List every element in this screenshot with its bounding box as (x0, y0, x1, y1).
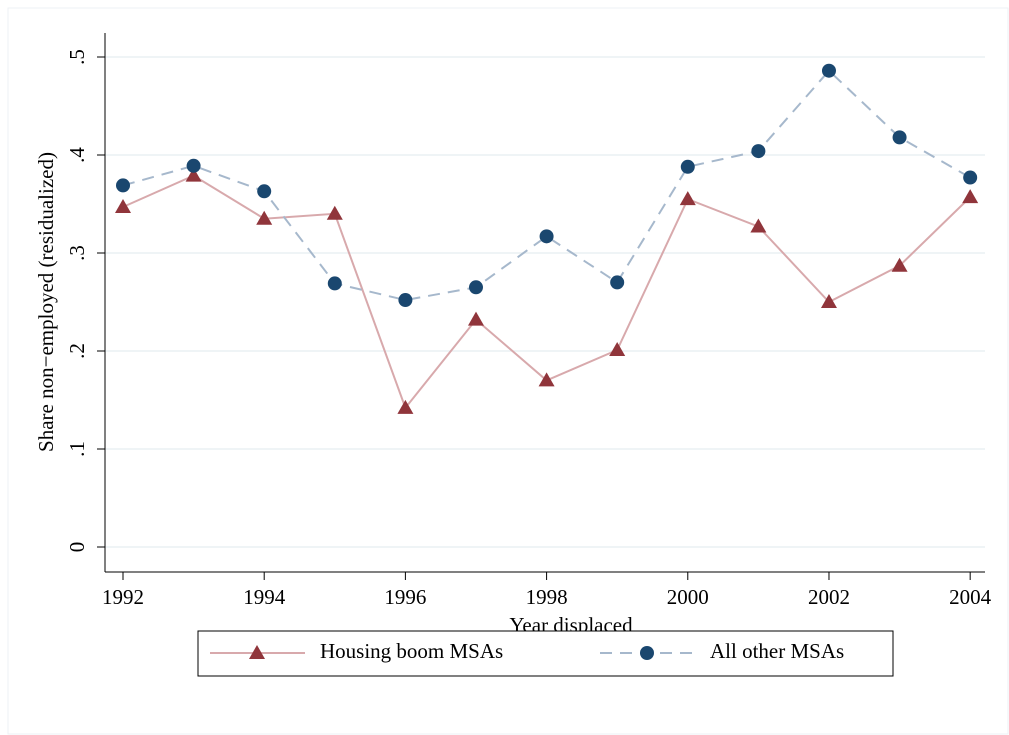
data-point (609, 342, 626, 357)
data-point (326, 205, 343, 220)
legend-label: Housing boom MSAs (320, 639, 503, 663)
y-tick-label: .1 (65, 441, 89, 457)
data-point (891, 257, 908, 272)
legend-label: All other MSAs (710, 639, 844, 663)
data-point (467, 311, 484, 326)
data-point (186, 158, 201, 173)
data-point (820, 294, 837, 309)
chart-background (7, 7, 1009, 735)
y-tick-label: .4 (65, 147, 89, 163)
legend-box (197, 630, 894, 677)
data-point (397, 399, 414, 414)
data-point (115, 198, 132, 213)
y-axis-title: Share non−employed (residualized) (34, 152, 58, 452)
x-tick-label: 2002 (808, 585, 850, 609)
data-point (327, 276, 342, 291)
data-point (538, 372, 555, 387)
data-point (751, 144, 766, 159)
data-point (610, 275, 625, 290)
legend-marker (640, 646, 654, 660)
legend-marker (249, 645, 265, 659)
data-point (680, 159, 695, 174)
data-point (116, 178, 131, 193)
data-point (679, 191, 696, 206)
data-point (398, 293, 413, 308)
data-point (185, 167, 202, 182)
data-point (963, 170, 978, 185)
y-tick-label: .2 (65, 343, 89, 359)
data-point (892, 130, 907, 145)
x-tick-label: 1996 (384, 585, 426, 609)
data-point (257, 184, 272, 199)
x-tick-label: 2000 (667, 585, 709, 609)
data-point (821, 63, 836, 78)
x-tick-label: 1994 (243, 585, 286, 609)
data-point (539, 229, 554, 244)
x-tick-label: 2004 (949, 585, 992, 609)
y-tick-label: .5 (65, 49, 89, 65)
data-point (256, 210, 273, 225)
data-point (750, 218, 767, 233)
data-point (468, 280, 483, 295)
data-point (962, 189, 979, 204)
y-tick-label: .3 (65, 245, 89, 261)
y-tick-label: 0 (65, 542, 89, 553)
x-tick-label: 1992 (102, 585, 144, 609)
x-tick-label: 1998 (526, 585, 568, 609)
